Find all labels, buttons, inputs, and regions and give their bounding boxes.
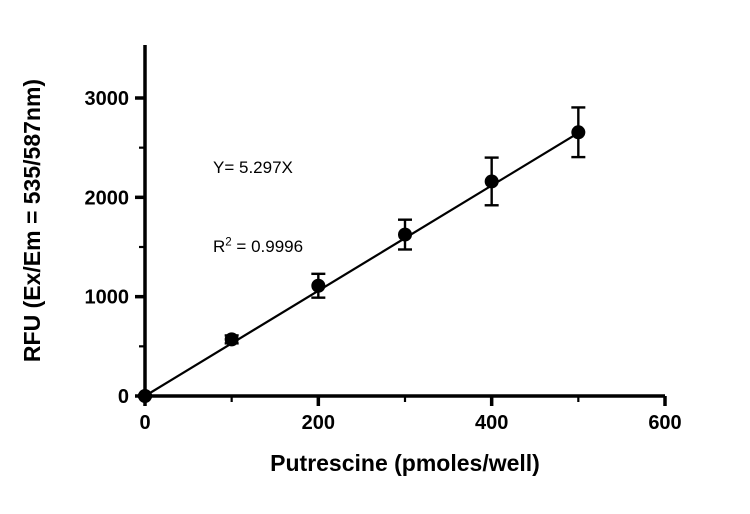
data-point: [571, 125, 586, 140]
fit-equation: Y= 5.297X: [213, 157, 293, 177]
data-point: [138, 389, 152, 403]
y-tick-label: 1000: [85, 287, 130, 309]
fit-annotation: Y= 5.297X R2 = 0.9996: [213, 102, 303, 313]
data-point: [311, 278, 326, 293]
r-squared-base: R: [213, 236, 226, 256]
x-tick-label: 0: [139, 412, 150, 434]
y-tick-label: 2000: [85, 187, 130, 209]
fit-r-squared: R2 = 0.9996: [213, 234, 303, 260]
x-tick-label: 200: [302, 412, 335, 434]
data-point: [484, 174, 499, 189]
r-squared-exponent: 2: [225, 236, 232, 249]
data-point: [398, 227, 412, 242]
x-tick-label: 400: [475, 412, 508, 434]
y-tick-label: 0: [118, 386, 129, 408]
x-tick-label: 600: [648, 412, 681, 434]
y-axis-label: RFU (Ex/Em = 535/587nm): [19, 79, 45, 362]
fit-line: [144, 131, 579, 397]
r-squared-value: = 0.9996: [231, 236, 304, 256]
x-axis-label: Putrescine (pmoles/well): [270, 450, 540, 476]
data-point: [224, 332, 239, 347]
y-tick-label: 3000: [85, 88, 130, 110]
